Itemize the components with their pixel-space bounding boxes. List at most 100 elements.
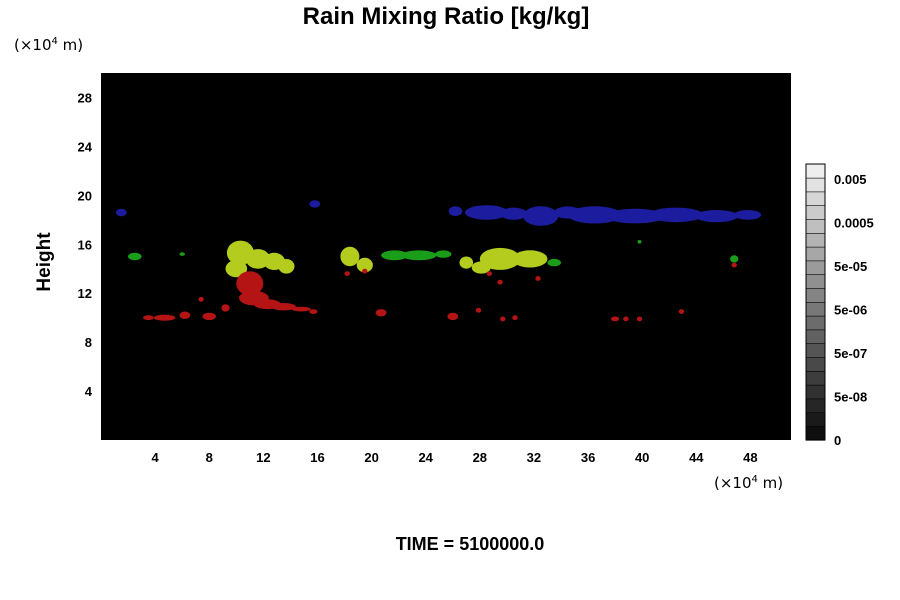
rain-blob-3-24	[497, 279, 503, 285]
x-tick-label-0: 4	[151, 450, 159, 465]
colorbar-swatch-3	[805, 384, 826, 400]
rain-blob-0-7	[567, 206, 622, 224]
rain-blob-1-8	[479, 247, 521, 270]
colorbar-swatch-11	[805, 274, 826, 289]
x-tick-label-7: 32	[527, 450, 541, 465]
colorbar-label-5: 5e-08	[834, 390, 867, 405]
rain-blob-3-21	[344, 271, 350, 276]
colorbar-label-6: 0	[834, 433, 841, 448]
rain-blob-0-1	[309, 200, 321, 208]
colorbar-swatch-9	[805, 301, 826, 317]
rain-blob-2-0	[128, 252, 142, 261]
rain-blob-3-23	[486, 271, 492, 276]
rain-blob-0-5	[523, 206, 559, 226]
rain-blob-0-11	[734, 210, 762, 220]
rain-blob-1-9	[512, 250, 548, 268]
rain-blob-3-17	[611, 316, 620, 322]
rain-blob-3-15	[500, 316, 506, 322]
y-tick-label-5: 24	[78, 139, 93, 154]
x-tick-label-2: 12	[256, 450, 270, 465]
colorbar-swatch-7	[805, 329, 826, 345]
colorbar-swatch-0	[805, 425, 826, 441]
rain-blob-1-4	[278, 259, 295, 274]
rain-blob-3-22	[362, 268, 368, 274]
colorbar-label-2: 5e-05	[834, 259, 867, 274]
rain-blob-3-25	[535, 276, 541, 281]
x-tick-label-9: 40	[635, 450, 649, 465]
colorbar-swatch-10	[805, 287, 826, 303]
y-axis-unit: (×104 m)	[14, 36, 83, 54]
y-axis-ticks: 4 8 12 16 20 24 28	[78, 91, 93, 400]
rain-blob-3-18	[623, 316, 629, 322]
colorbar-swatch-14	[805, 232, 826, 248]
rain-blob-0-10	[695, 210, 739, 223]
rain-blob-2-4	[435, 250, 452, 258]
rain-blob-1-1	[225, 260, 248, 278]
colorbar-swatch-4	[805, 370, 826, 386]
colorbar-swatch-12	[805, 260, 826, 276]
rain-blob-0-8	[605, 208, 666, 224]
rain-blob-3-3	[271, 303, 296, 311]
y-tick-label-0: 4	[85, 384, 93, 399]
rain-blob-0-0	[115, 208, 127, 217]
y-axis-label: Height	[34, 232, 55, 292]
rain-blob-2-7	[637, 240, 642, 244]
rain-blob-2-3	[401, 250, 437, 261]
rain-blob-3-4	[291, 306, 311, 312]
rain-blob-1-6	[356, 257, 373, 273]
x-tick-label-5: 24	[418, 450, 433, 465]
colorbar-swatch-18	[805, 177, 826, 193]
colorbar-label-1: 0.0005	[834, 216, 874, 231]
rain-blob-0-9	[648, 207, 704, 223]
y-tick-label-6: 28	[78, 91, 92, 106]
colorbar-swatch-2	[805, 398, 826, 414]
x-tick-label-10: 44	[689, 450, 704, 465]
x-tick-label-8: 36	[581, 450, 595, 465]
colorbar-swatch-19	[805, 163, 826, 179]
colorbar-swatch-13	[805, 246, 826, 262]
x-axis-ticks: 4 8 12 16 20 24 28 32 36 40 44 48	[151, 450, 757, 465]
y-tick-label-1: 8	[85, 335, 92, 350]
y-tick-label-4: 20	[78, 188, 92, 203]
colorbar-swatch-6	[805, 343, 826, 358]
rain-blob-2-5	[547, 258, 561, 267]
rain-blob-3-13	[447, 312, 459, 321]
rain-blob-3-26	[731, 262, 737, 268]
rain-blob-3-5	[309, 309, 318, 314]
rain-field	[115, 200, 762, 322]
chart-title: Rain Mixing Ratio [kg/kg]	[303, 3, 590, 30]
rain-blob-1-7	[459, 256, 474, 269]
rain-blob-2-2	[381, 250, 409, 261]
colorbar-swatch-15	[805, 218, 826, 234]
rain-blob-1-10	[471, 261, 491, 274]
rain-blob-3-6	[143, 315, 154, 321]
colorbar-label-3: 5e-06	[834, 303, 867, 318]
rain-blob-0-2	[448, 206, 463, 217]
colorbar-swatch-1	[805, 412, 826, 427]
colorbar-swatch-16	[805, 205, 826, 220]
colorbar-label-0: 0.005	[834, 172, 867, 187]
rain-blob-0-4	[500, 207, 528, 220]
x-tick-label-11: 48	[743, 450, 757, 465]
rain-blob-3-8	[179, 311, 191, 319]
rain-blob-2-6	[730, 255, 739, 263]
time-label: TIME = 5100000.0	[396, 534, 545, 554]
rain-blob-1-5	[340, 246, 360, 267]
rain-blob-3-12	[375, 309, 387, 317]
rain-blob-3-9	[202, 312, 216, 321]
rain-blob-0-3	[465, 205, 509, 220]
x-tick-label-1: 8	[206, 450, 213, 465]
x-tick-label-3: 16	[310, 450, 324, 465]
colorbar-swatch-17	[805, 191, 826, 207]
colorbar-swatch-8	[805, 315, 826, 331]
colorbar-swatch-5	[805, 356, 826, 372]
rain-blob-3-10	[221, 304, 230, 312]
rain-blob-3-11	[198, 296, 204, 302]
rain-blob-3-0	[236, 271, 264, 296]
y-tick-label-3: 16	[78, 237, 92, 252]
rain-blob-3-19	[636, 316, 643, 322]
x-tick-label-6: 28	[473, 450, 487, 465]
x-axis-unit: (×104 m)	[714, 474, 783, 492]
y-tick-label-2: 12	[78, 286, 92, 301]
